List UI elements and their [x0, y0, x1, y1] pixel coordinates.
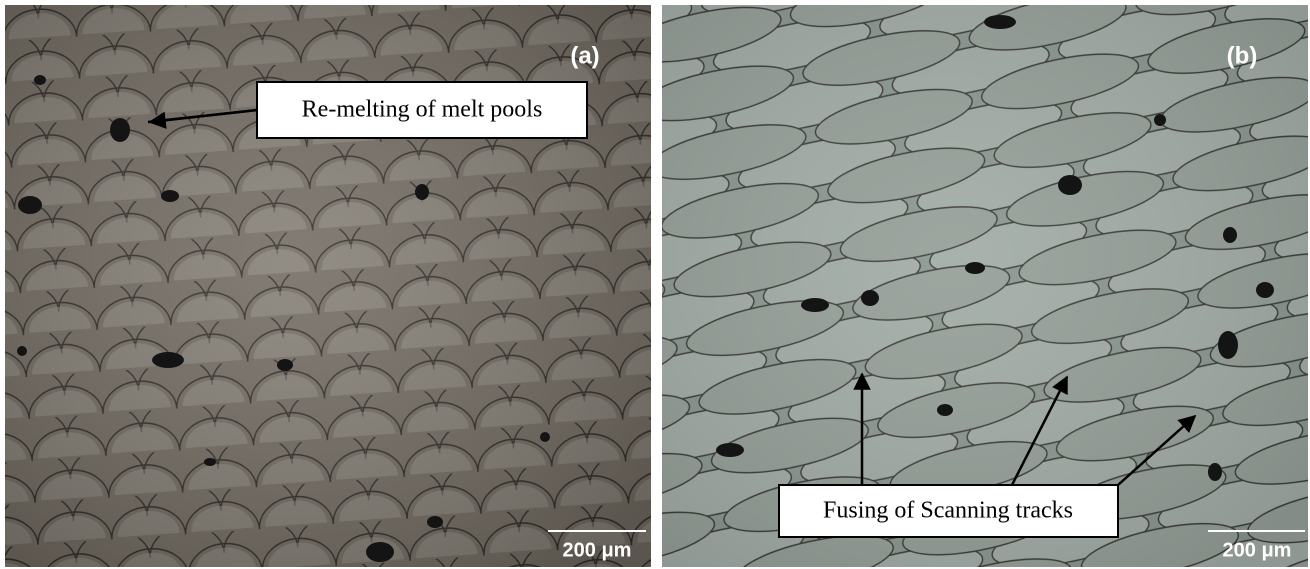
- panel-b: (b) Fusing of Scanning tracks 200 μm: [662, 5, 1308, 567]
- panel-a: (a) Re-melting of melt pools 200 μm: [5, 5, 651, 567]
- panel-label: (b): [1227, 42, 1258, 69]
- annotation: Fusing of Scanning tracks: [823, 498, 1073, 524]
- scale-label: 200 μm: [1223, 539, 1292, 561]
- panel-label: (a): [570, 42, 599, 69]
- annotation: Re-melting of melt pools: [302, 97, 543, 123]
- scale-label: 200 μm: [563, 539, 632, 561]
- figure: (a) Re-melting of melt pools 200 μm (b) …: [0, 0, 1310, 569]
